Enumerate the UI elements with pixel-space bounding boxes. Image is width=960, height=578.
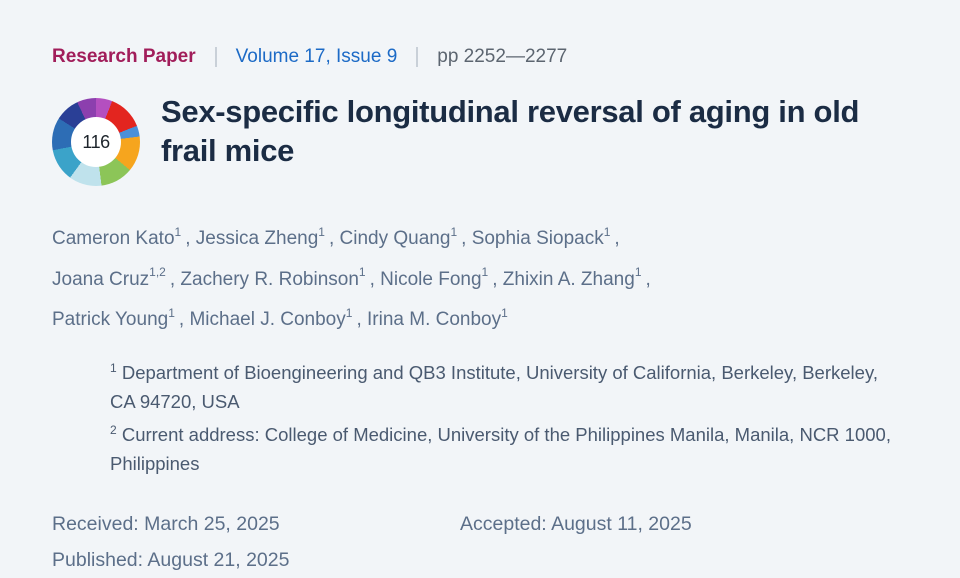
- author: Nicole Fong1,: [380, 265, 498, 290]
- dates-section: Received: March 25, 2025 Accepted: Augus…: [52, 506, 915, 578]
- author: Michael J. Conboy1,: [189, 305, 362, 330]
- affiliation-superscript: 1: [174, 225, 182, 239]
- affiliation-1: 1 Department of Bioengineering and QB3 I…: [110, 354, 905, 416]
- affiliation-text: Department of Bioengineering and QB3 Ins…: [110, 362, 878, 413]
- author: Irina M. Conboy1: [367, 305, 508, 330]
- altmetric-badge-center: 116: [71, 117, 121, 167]
- affiliation-superscript: 1,2: [149, 265, 166, 280]
- volume-issue-link[interactable]: Volume 17, Issue 9: [235, 46, 398, 67]
- author: Zachery R. Robinson1,: [180, 265, 375, 290]
- affiliation-superscript: 1: [358, 265, 366, 280]
- affiliation-superscript: 1: [345, 305, 353, 320]
- affiliation-number: 1: [110, 360, 117, 375]
- affiliation-number: 2: [110, 423, 117, 438]
- author: Cameron Kato1,: [52, 225, 191, 250]
- affiliation-superscript: 1: [318, 225, 325, 239]
- affiliation-2: 2 Current address: College of Medicine, …: [110, 416, 905, 478]
- altmetric-badge[interactable]: 116: [52, 98, 140, 186]
- accepted-date: Accepted: August 11, 2025: [460, 513, 692, 536]
- affiliation-superscript: 1: [168, 305, 175, 320]
- article-title: Sex-specific longitudinal reversal of ag…: [161, 94, 860, 168]
- article-meta-row: Research Paper Volume 17, Issue 9 pp 225…: [52, 45, 915, 69]
- author: Patrick Young1,: [52, 305, 185, 330]
- meta-divider: [214, 47, 217, 67]
- category-label[interactable]: Research Paper: [52, 46, 196, 67]
- affiliation-text: Current address: College of Medicine, Un…: [110, 424, 891, 475]
- published-date: Published: August 21, 2025: [52, 549, 290, 572]
- affiliation-superscript: 1: [501, 305, 508, 320]
- author-list: Cameron Kato1, Jessica Zheng1, Cindy Qua…: [52, 216, 877, 337]
- affiliations-section: 1 Department of Bioengineering and QB3 I…: [110, 354, 905, 478]
- meta-divider: [416, 47, 419, 67]
- author: Zhixin A. Zhang1,: [502, 265, 651, 290]
- altmetric-score: 116: [82, 131, 110, 152]
- affiliation-superscript: 1: [634, 265, 642, 280]
- page-range: pp 2252—2277: [437, 46, 568, 67]
- affiliation-superscript: 1: [603, 225, 611, 239]
- affiliation-superscript: 1: [481, 265, 489, 280]
- author: Joana Cruz1,2,: [52, 265, 176, 290]
- author: Sophia Siopack1,: [471, 225, 620, 250]
- received-date: Received: March 25, 2025: [52, 513, 280, 536]
- affiliation-superscript: 1: [450, 225, 458, 239]
- author: Jessica Zheng1,: [195, 225, 335, 250]
- title-row: 116 Sex-specific longitudinal reversal o…: [52, 94, 915, 186]
- author: Cindy Quang1,: [339, 225, 467, 250]
